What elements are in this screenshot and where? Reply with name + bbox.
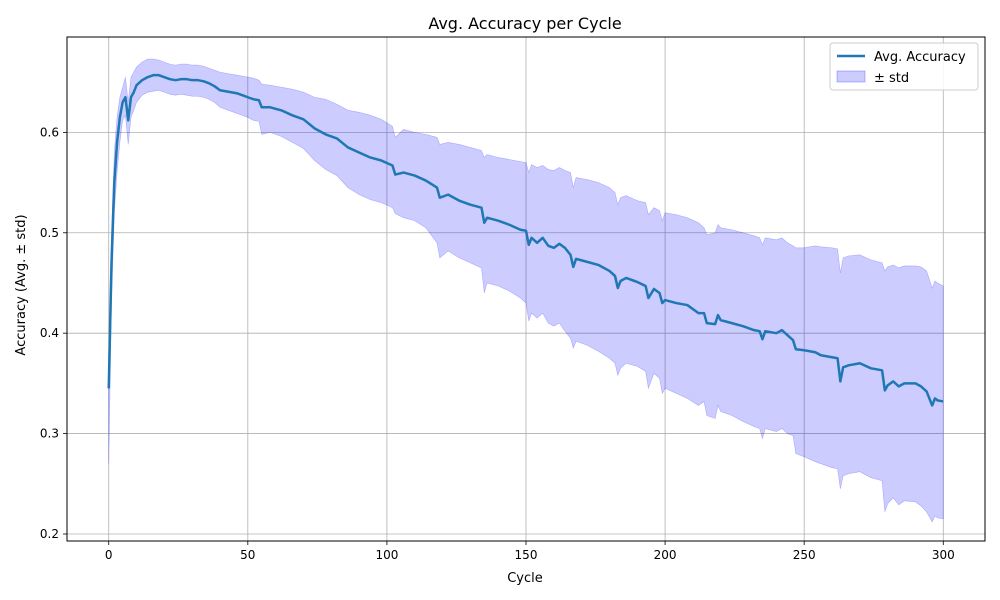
- x-tick-label: 200: [654, 548, 677, 562]
- y-tick-label: 0.6: [40, 125, 59, 139]
- y-axis-label: Accuracy (Avg. ± std): [14, 214, 29, 355]
- legend-box: [829, 42, 979, 91]
- x-axis-label: Cycle: [507, 571, 543, 586]
- y-tick-label: 0.4: [40, 326, 59, 340]
- legend-band-swatch: [836, 70, 866, 83]
- x-tick-label: 0: [105, 548, 113, 562]
- std-band: [108, 58, 944, 523]
- y-tick-label: 0.5: [40, 226, 59, 240]
- x-tick-label: 100: [375, 548, 398, 562]
- y-tick-label: 0.2: [40, 527, 59, 541]
- x-tick-label: 250: [793, 548, 816, 562]
- legend-label-avg-accuracy: Avg. Accuracy: [874, 50, 966, 65]
- legend: Avg. Accuracy ± std: [829, 42, 979, 91]
- avg-accuracy-line: [107, 73, 944, 407]
- x-tick-label: 150: [515, 548, 538, 562]
- y-tick-label: 0.3: [40, 427, 59, 441]
- plot-area: [107, 58, 944, 523]
- x-axis-ticks: 0 50 100 150 200 250 300: [105, 541, 955, 562]
- y-axis-ticks: 0.2 0.3 0.4 0.5 0.6: [40, 125, 67, 541]
- chart-title: Avg. Accuracy per Cycle: [428, 14, 621, 33]
- x-tick-label: 50: [240, 548, 255, 562]
- legend-label-std: ± std: [874, 71, 909, 86]
- x-tick-label: 300: [932, 548, 955, 562]
